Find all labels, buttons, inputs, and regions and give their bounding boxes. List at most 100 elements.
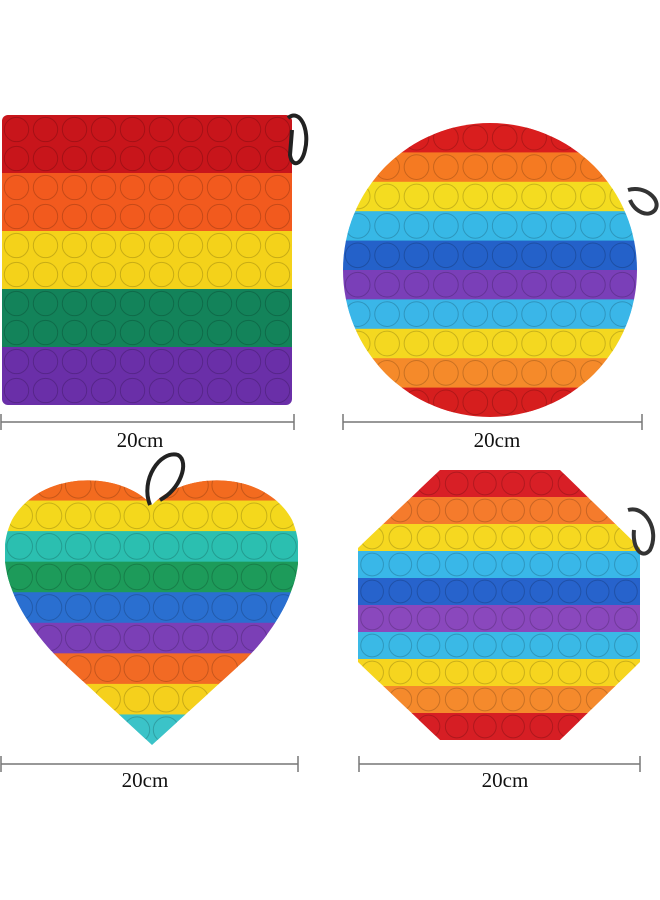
pop-bubble: [491, 154, 518, 180]
pop-bubble: [35, 716, 63, 744]
pop-bubble: [416, 687, 441, 712]
keychain-clip-icon: [286, 113, 309, 166]
pop-bubble: [32, 319, 59, 346]
pop-bubble: [235, 203, 262, 230]
pop-bubble: [550, 301, 577, 327]
pop-bubble: [580, 301, 606, 327]
pop-bubble: [119, 116, 146, 143]
pop-bubble: [152, 655, 180, 682]
pop-bubble: [264, 290, 291, 317]
pop-bubble: [609, 271, 636, 298]
pop-bubble: [416, 606, 441, 631]
pop-bubble: [580, 154, 606, 180]
pop-bubble: [473, 498, 497, 523]
pop-bubble: [61, 319, 88, 346]
pop-bubble: [403, 271, 430, 298]
pop-bubble: [403, 360, 430, 386]
pop-bubble: [32, 145, 59, 172]
pop-bubble: [119, 203, 146, 230]
pop-bubble: [416, 552, 441, 577]
pop-bubble: [119, 319, 146, 346]
pop-bubble: [148, 319, 175, 346]
pop-bubble: [550, 154, 577, 180]
pop-bubble: [235, 174, 262, 201]
pop-bubble: [433, 301, 459, 327]
pop-bubble: [32, 174, 59, 201]
pop-bubble: [360, 498, 384, 523]
pop-bubble: [235, 348, 262, 375]
measure-line: [0, 756, 299, 772]
pop-bubble: [182, 685, 209, 713]
pop-bubble: [501, 498, 525, 523]
pop-bubble: [90, 348, 117, 375]
pop-bubble: [32, 348, 59, 375]
pop-bubble: [3, 174, 30, 201]
pop-bubble: [235, 290, 262, 317]
pop-bubble: [152, 716, 180, 744]
pop-bubble: [585, 606, 610, 631]
pop-bubble: [614, 714, 638, 739]
pop-bubble: [433, 183, 459, 210]
pop-bubble: [557, 525, 582, 550]
pop-bubble: [360, 579, 384, 604]
pop-bubble: [501, 579, 525, 604]
pop-bubble: [388, 498, 413, 523]
pop-bubble: [123, 624, 151, 652]
pop-bubble: [206, 116, 233, 143]
pop-bubble: [182, 533, 209, 560]
measure-line: [342, 414, 643, 430]
pop-bubble: [416, 525, 441, 550]
size-label: 20cm: [122, 768, 169, 792]
pop-bubble: [94, 480, 121, 499]
pop-bubble: [388, 687, 413, 712]
pop-bubble: [585, 471, 610, 496]
pop-bubble: [61, 290, 88, 317]
pop-bubble: [264, 348, 291, 375]
pop-bubble: [609, 124, 636, 151]
pop-bubble: [580, 330, 606, 357]
pop-bubble: [119, 290, 146, 317]
pop-bubble: [580, 183, 606, 210]
pop-bubble: [177, 290, 204, 317]
pop-bubble: [374, 242, 400, 269]
pop-bubble: [550, 213, 577, 239]
pop-bubble: [119, 348, 146, 375]
color-stripe: [5, 683, 298, 716]
pop-bubble: [119, 232, 146, 259]
pop-bubble: [206, 203, 233, 230]
pop-bubble: [360, 552, 384, 577]
pop-bubble: [177, 377, 204, 404]
pop-bubble: [521, 124, 547, 151]
pop-bubble: [206, 348, 233, 375]
pop-bubble: [473, 687, 497, 712]
pop-bubble: [501, 606, 525, 631]
pop-bubble: [148, 116, 175, 143]
pop-bubble: [521, 301, 547, 327]
square-popit: [2, 115, 292, 405]
pop-bubble: [444, 606, 469, 631]
pop-bubble: [374, 154, 400, 180]
pop-bubble: [557, 498, 582, 523]
pop-bubble: [433, 389, 459, 416]
pop-bubble: [206, 261, 233, 288]
pop-bubble: [240, 624, 268, 652]
pop-bubble: [416, 471, 441, 496]
pop-bubble: [211, 502, 239, 530]
pop-bubble: [240, 655, 268, 682]
pop-bubble: [90, 232, 117, 259]
pop-bubble: [609, 389, 636, 416]
pop-bubble: [182, 480, 209, 499]
pop-bubble: [433, 154, 459, 180]
pop-bubble: [501, 714, 525, 739]
pop-bubble: [374, 330, 400, 357]
pop-bubble: [270, 655, 297, 682]
pop-bubble: [462, 183, 489, 210]
pop-bubble: [235, 116, 262, 143]
pop-bubble: [585, 552, 610, 577]
pop-bubble: [501, 660, 525, 685]
pop-bubble: [64, 624, 92, 652]
pop-bubble: [3, 290, 30, 317]
pop-bubble: [32, 232, 59, 259]
pop-bubble: [3, 116, 30, 143]
pop-bubble: [211, 716, 239, 744]
